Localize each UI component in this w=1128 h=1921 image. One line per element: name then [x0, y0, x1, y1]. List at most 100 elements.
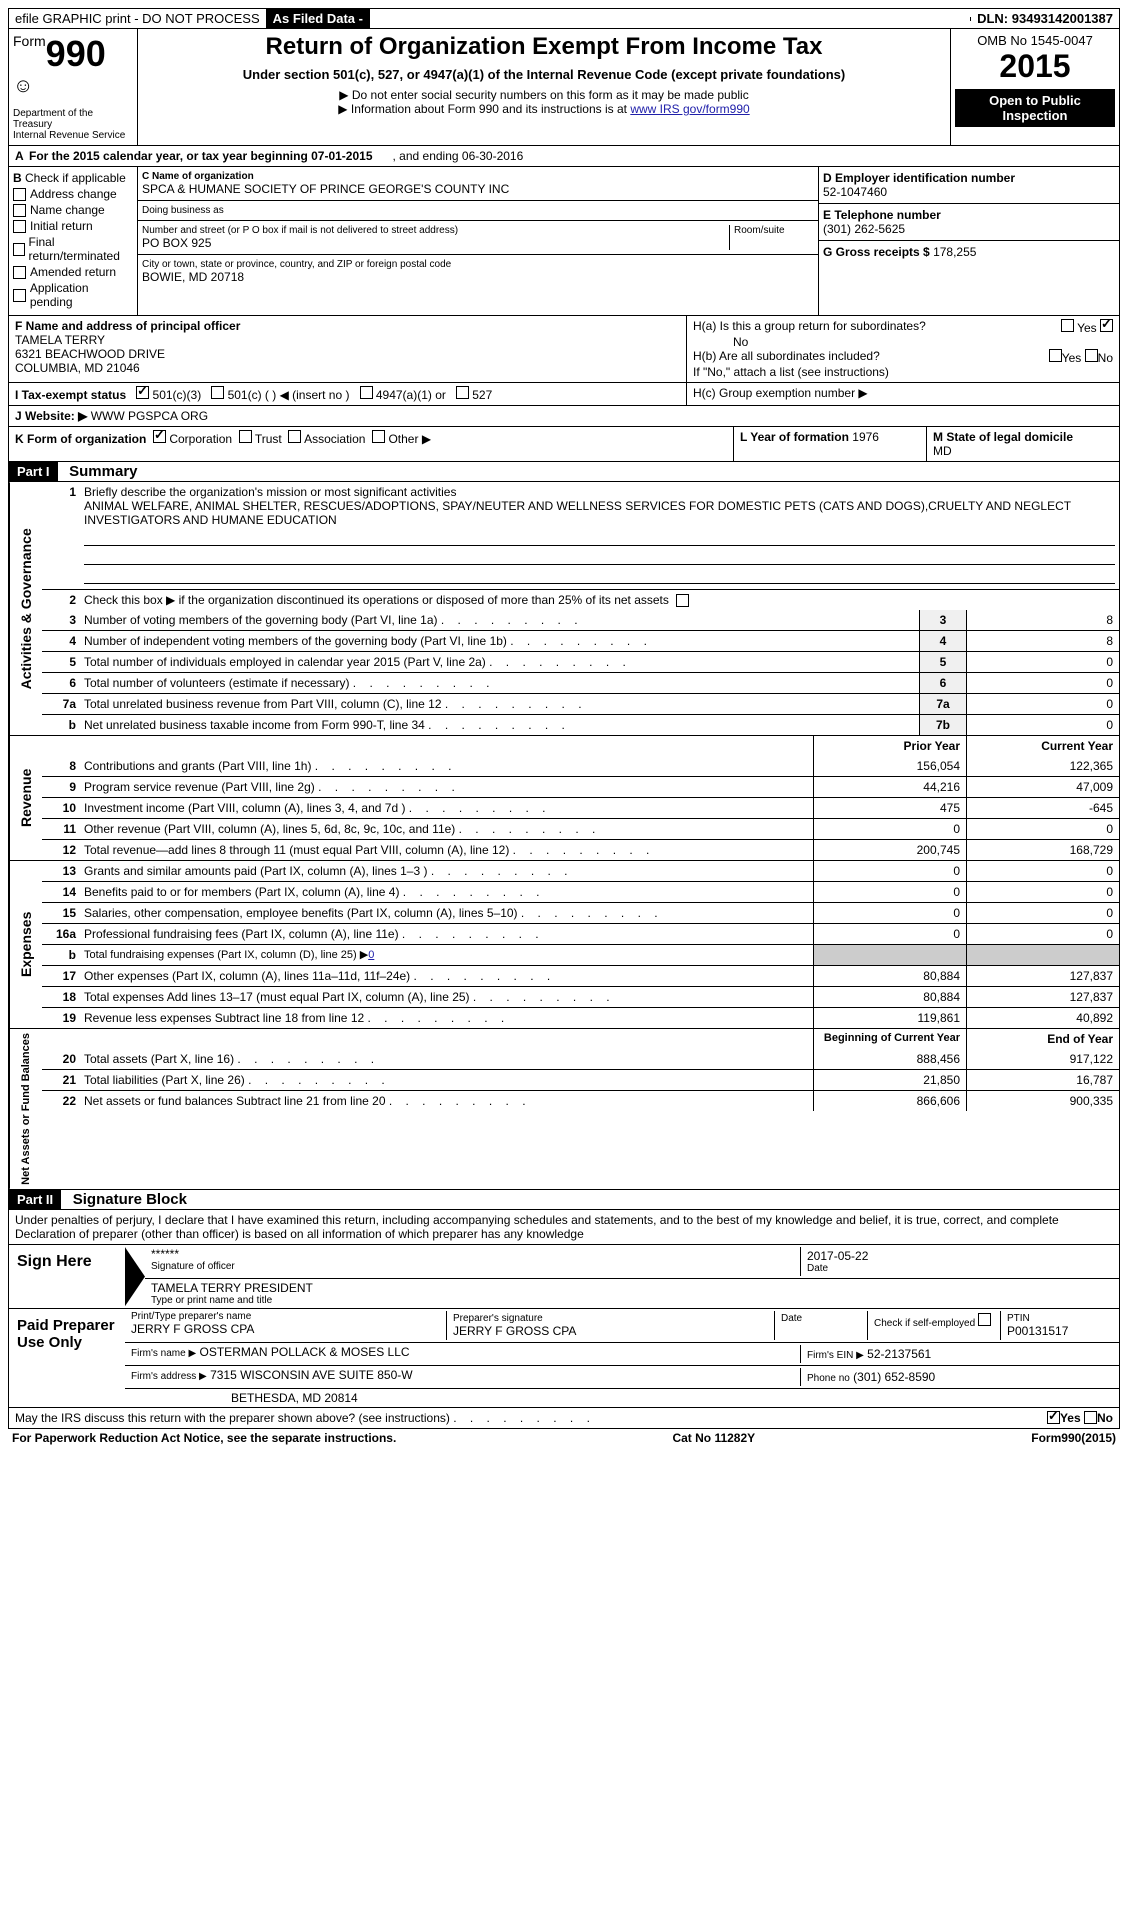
summary-line: 7a Total unrelated business revenue from… [42, 693, 1119, 714]
omb-number: OMB No 1545-0047 [955, 33, 1115, 48]
end-val: 900,335 [966, 1091, 1119, 1111]
check-applicable: Check if applicable [25, 171, 126, 185]
head-prior-year: Prior Year [813, 736, 966, 756]
line-box: 6 [919, 673, 966, 693]
cb-4947[interactable] [360, 386, 373, 399]
cb-discuss-yes[interactable] [1047, 1411, 1060, 1424]
header-left: Form990 ☺ Department of the Treasury Int… [9, 29, 138, 145]
firm-ein-label: Firm's EIN ▶ [807, 1350, 864, 1361]
head-beginning: Beginning of Current Year [813, 1029, 966, 1049]
irs-link[interactable]: www IRS gov/form990 [630, 102, 749, 116]
phone-cell: E Telephone number (301) 262-5625 [819, 204, 1119, 241]
dba-cell: Doing business as [138, 201, 818, 221]
sign-here-block: Sign Here ****** Signature of officer 20… [8, 1245, 1120, 1309]
form-number: 990 [46, 33, 106, 75]
current-val: 0 [966, 882, 1119, 902]
col-d: D Employer identification number 52-1047… [818, 167, 1119, 315]
cb-initial-return[interactable] [13, 220, 26, 233]
cb-self-employed[interactable] [978, 1313, 991, 1326]
ha-question: H(a) Is this a group return for subordin… [693, 319, 926, 335]
current-val: 40,892 [966, 1008, 1119, 1028]
cb-discuss-no[interactable] [1084, 1411, 1097, 1424]
line-num: 3 [42, 610, 80, 630]
line-box: 7a [919, 694, 966, 714]
part2-title: Signature Block [65, 1191, 187, 1208]
gross-value: 178,255 [933, 245, 976, 259]
cb-address-change[interactable] [13, 188, 26, 201]
expenses-section: Expenses 13 Grants and similar amounts p… [8, 861, 1120, 1029]
opt-other: Other ▶ [388, 432, 431, 446]
col-f: F Name and address of principal officer … [9, 316, 687, 382]
line-num: 17 [42, 966, 80, 986]
opt-501c: 501(c) ( ) ◀ (insert no ) [228, 388, 350, 402]
revenue-line: 12 Total revenue—add lines 8 through 11 … [42, 839, 1119, 860]
self-employed-label: Check if self-employed [874, 1318, 975, 1329]
form-word: Form [13, 33, 46, 49]
expense-line: 17 Other expenses (Part IX, column (A), … [42, 965, 1119, 986]
revenue-section: Revenue Prior Year Current Year 8 Contri… [8, 736, 1120, 861]
line-num: 5 [42, 652, 80, 672]
head-current-year: Current Year [966, 736, 1119, 756]
revenue-line: 10 Investment income (Part VIII, column … [42, 797, 1119, 818]
line-num: 20 [42, 1049, 80, 1069]
opt-amended-return: Amended return [30, 265, 116, 279]
cb-hb-yes[interactable] [1049, 349, 1062, 362]
vlabel-netassets: Net Assets or Fund Balances [9, 1029, 42, 1189]
line1-desc: Briefly describe the organization's miss… [80, 482, 1119, 589]
line-num: 10 [42, 798, 80, 818]
firm-phone-label: Phone no [807, 1373, 850, 1384]
line-desc: Total revenue—add lines 8 through 11 (mu… [80, 840, 813, 860]
netassets-line: 22 Net assets or fund balances Subtract … [42, 1090, 1119, 1111]
cb-corp[interactable] [153, 430, 166, 443]
line-num: 16a [42, 924, 80, 944]
current-val: 122,365 [966, 756, 1119, 776]
line-num: 8 [42, 756, 80, 776]
cb-amended-return[interactable] [13, 266, 26, 279]
line-val: 8 [966, 631, 1119, 651]
line-desc: Benefits paid to or for members (Part IX… [80, 882, 813, 902]
cb-501c3[interactable] [136, 386, 149, 399]
opt-initial-return: Initial return [30, 219, 93, 233]
revenue-line: 9 Program service revenue (Part VIII, li… [42, 776, 1119, 797]
cb-527[interactable] [456, 386, 469, 399]
form-year-footer: (2015) [1081, 1431, 1116, 1445]
cb-501c[interactable] [211, 386, 224, 399]
sign-date-label: Date [807, 1263, 1107, 1274]
fundraising-link[interactable]: 0 [368, 949, 374, 961]
line2-desc: Check this box ▶ if the organization dis… [80, 590, 1119, 610]
prep-date-label: Date [781, 1313, 861, 1324]
cb-hb-no[interactable] [1085, 349, 1098, 362]
prep-sig-label: Preparer's signature [453, 1313, 768, 1324]
as-filed: As Filed Data - [267, 9, 370, 28]
line-desc: Program service revenue (Part VIII, line… [80, 777, 813, 797]
cb-ha-yes[interactable] [1061, 319, 1074, 332]
opt-4947: 4947(a)(1) or [376, 388, 446, 402]
cb-assoc[interactable] [288, 430, 301, 443]
current-val: 47,009 [966, 777, 1119, 797]
cb-name-change[interactable] [13, 204, 26, 217]
dba-label: Doing business as [142, 205, 814, 216]
hb-no: No [1098, 351, 1113, 365]
org-name-label: C Name of organization [142, 171, 254, 182]
opt-trust: Trust [255, 432, 282, 446]
cb-trust[interactable] [239, 430, 252, 443]
cb-application-pending[interactable] [13, 289, 26, 302]
line-num: b [42, 715, 80, 735]
cb-discontinued[interactable] [676, 594, 689, 607]
gross-label: G Gross receipts $ [823, 245, 930, 259]
cb-final-return[interactable] [13, 243, 25, 256]
cb-ha-no[interactable] [1100, 319, 1113, 332]
prior-val: 200,745 [813, 840, 966, 860]
open-public-badge: Open to Public Inspection [955, 89, 1115, 127]
tax-exempt-label: I Tax-exempt status [15, 388, 126, 402]
expense-line: 16a Professional fundraising fees (Part … [42, 923, 1119, 944]
current-val [966, 945, 1119, 965]
cb-other[interactable] [372, 430, 385, 443]
col-b: B Check if applicable Address change Nam… [9, 167, 138, 315]
form-word-footer: Form [1031, 1431, 1061, 1445]
beginning-val: 888,456 [813, 1049, 966, 1069]
form-title: Return of Organization Exempt From Incom… [158, 33, 930, 61]
phone-label: E Telephone number [823, 208, 941, 222]
city-label: City or town, state or province, country… [142, 259, 814, 270]
row-j: J Website: ▶ WWW PGSPCA ORG [8, 406, 1120, 427]
